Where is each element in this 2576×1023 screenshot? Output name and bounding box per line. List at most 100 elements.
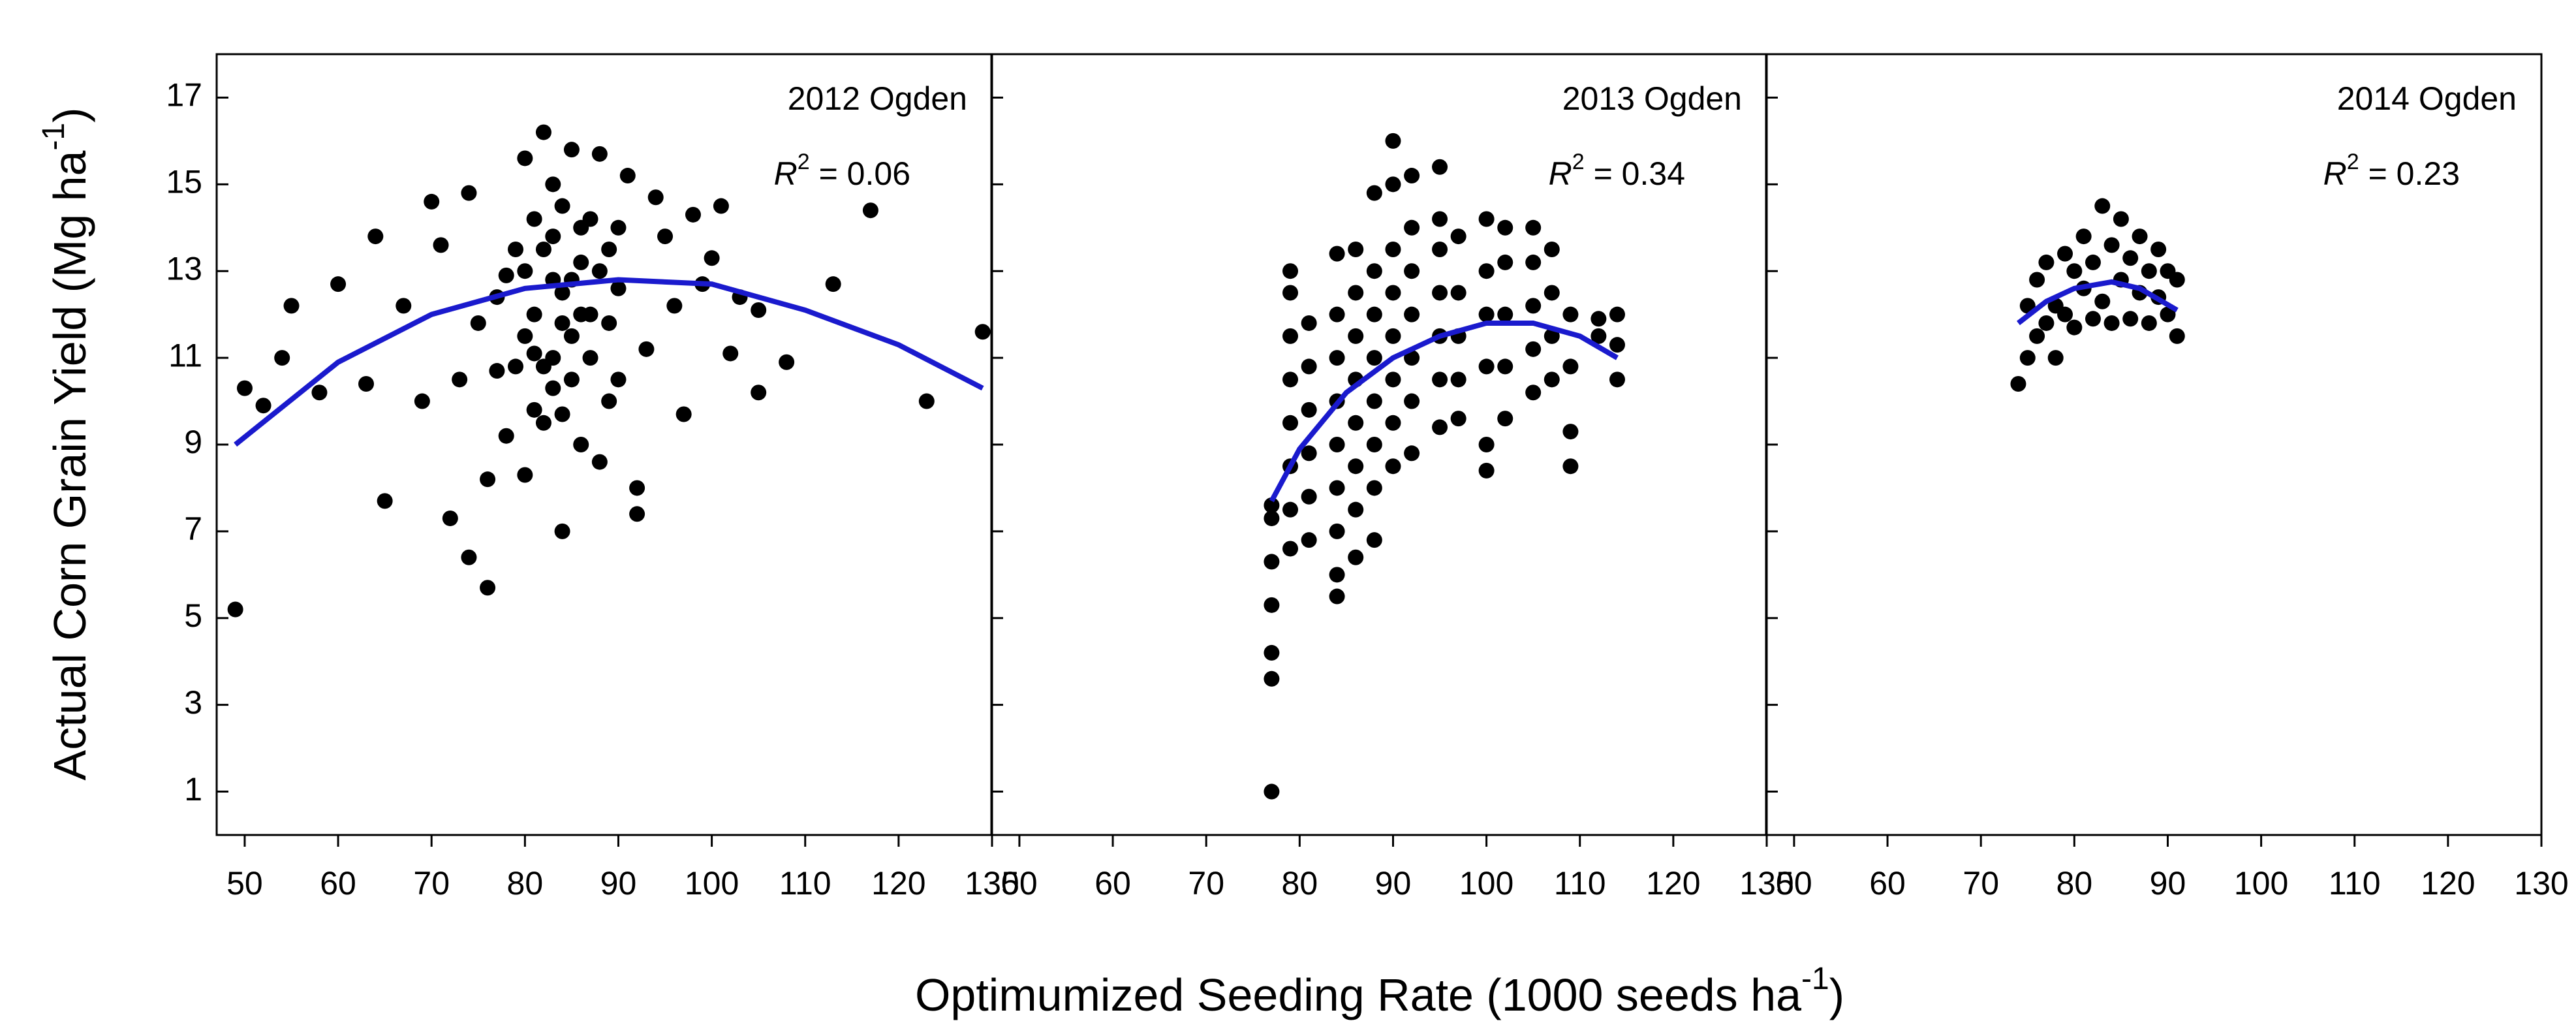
x-axis-label-end: ) — [1829, 969, 1844, 1020]
y-tick-label: 17 — [166, 77, 202, 114]
data-point — [2169, 328, 2185, 344]
data-point — [442, 510, 458, 526]
data-point — [862, 202, 878, 219]
data-point — [554, 285, 570, 301]
data-point — [1525, 341, 1542, 357]
data-point — [563, 328, 580, 344]
y-tick-label: 11 — [168, 337, 202, 373]
data-point — [629, 506, 645, 522]
data-point — [1348, 549, 1364, 565]
data-point — [2160, 306, 2176, 323]
data-point — [545, 380, 561, 396]
r-symbol: R — [2323, 155, 2347, 192]
x-tick-label: 70 — [1188, 865, 1224, 902]
data-point — [751, 385, 767, 401]
x-tick-label: 60 — [320, 865, 356, 902]
data-point — [1432, 285, 1448, 301]
data-point — [1282, 541, 1299, 557]
data-point — [535, 242, 551, 257]
data-point — [1385, 242, 1401, 257]
data-point — [610, 219, 627, 236]
data-point — [526, 211, 542, 227]
x-tick-label: 110 — [779, 865, 831, 902]
x-tick-label: 70 — [1963, 865, 1999, 902]
data-point — [517, 263, 533, 279]
data-point — [1478, 211, 1495, 227]
data-point — [1385, 176, 1401, 193]
x-tick-label: 50 — [226, 865, 263, 902]
data-point — [1348, 285, 1364, 301]
data-point — [1478, 462, 1495, 479]
r-squared: R2 = 0.23 — [2323, 150, 2460, 192]
x-tick-label: 110 — [1554, 865, 1606, 902]
x-tick-label: 100 — [1459, 865, 1513, 902]
data-point — [2113, 211, 2129, 227]
data-point — [1404, 350, 1420, 366]
data-point — [1404, 219, 1420, 236]
r-symbol: R — [774, 155, 798, 192]
x-tick-label: 130 — [965, 865, 1019, 902]
data-point — [1301, 401, 1317, 418]
data-point — [545, 228, 561, 245]
data-point — [1497, 219, 1513, 236]
data-point — [1525, 385, 1542, 401]
data-point — [974, 324, 991, 340]
data-point — [2075, 228, 2092, 245]
data-point — [2132, 228, 2148, 245]
y-axis-label-end: ) — [44, 108, 95, 123]
data-point — [1348, 242, 1364, 257]
x-tick-label: 100 — [2234, 865, 2288, 902]
x-tick-label: 90 — [600, 865, 637, 902]
data-point — [2141, 315, 2157, 331]
data-point — [1348, 415, 1364, 431]
data-point — [1366, 393, 1382, 409]
data-point — [1282, 328, 1299, 344]
data-point — [433, 237, 449, 253]
panel-title: 2014 Ogden — [2337, 80, 2517, 117]
r-value: = 0.23 — [2359, 155, 2460, 192]
data-point — [685, 206, 701, 223]
r-value: = 0.06 — [810, 155, 910, 192]
data-point — [1544, 285, 1560, 301]
data-point — [452, 371, 468, 388]
x-tick-label: 60 — [1094, 865, 1131, 902]
fit-curve — [234, 277, 984, 447]
data-point — [1348, 328, 1364, 344]
data-point — [545, 176, 561, 193]
x-axis-label-text: Optimumized Seeding Rate (1000 seeds ha — [915, 969, 1801, 1020]
data-point — [2103, 315, 2120, 331]
data-point — [2057, 245, 2073, 262]
data-point — [573, 219, 589, 236]
data-point — [1264, 670, 1280, 687]
data-point — [1329, 306, 1345, 323]
x-tick-label: 60 — [1869, 865, 1906, 902]
data-point — [498, 428, 514, 444]
x-tick-label: 70 — [413, 865, 450, 902]
data-point — [2010, 375, 2026, 392]
data-point — [227, 601, 243, 618]
data-point — [713, 198, 729, 214]
data-point — [647, 189, 664, 206]
data-point — [1432, 159, 1448, 175]
data-point — [1385, 371, 1401, 388]
data-point — [1366, 532, 1382, 548]
data-point — [1562, 358, 1579, 375]
data-point — [1525, 298, 1542, 314]
data-point — [1385, 458, 1401, 475]
x-tick-label: 80 — [1282, 865, 1318, 902]
data-point — [1385, 133, 1401, 149]
data-point — [1329, 245, 1345, 262]
data-point — [2085, 311, 2101, 327]
data-point — [2122, 311, 2139, 327]
y-tick-label: 15 — [166, 164, 202, 200]
r-superscript: 2 — [1572, 150, 1585, 174]
data-point — [480, 471, 496, 488]
data-point — [1301, 315, 1317, 331]
data-point — [2047, 350, 2064, 366]
data-point — [1385, 328, 1401, 344]
data-point — [424, 193, 440, 210]
data-point — [396, 298, 412, 314]
x-axis-label-sup: -1 — [1801, 962, 1829, 996]
data-point — [1366, 306, 1382, 323]
